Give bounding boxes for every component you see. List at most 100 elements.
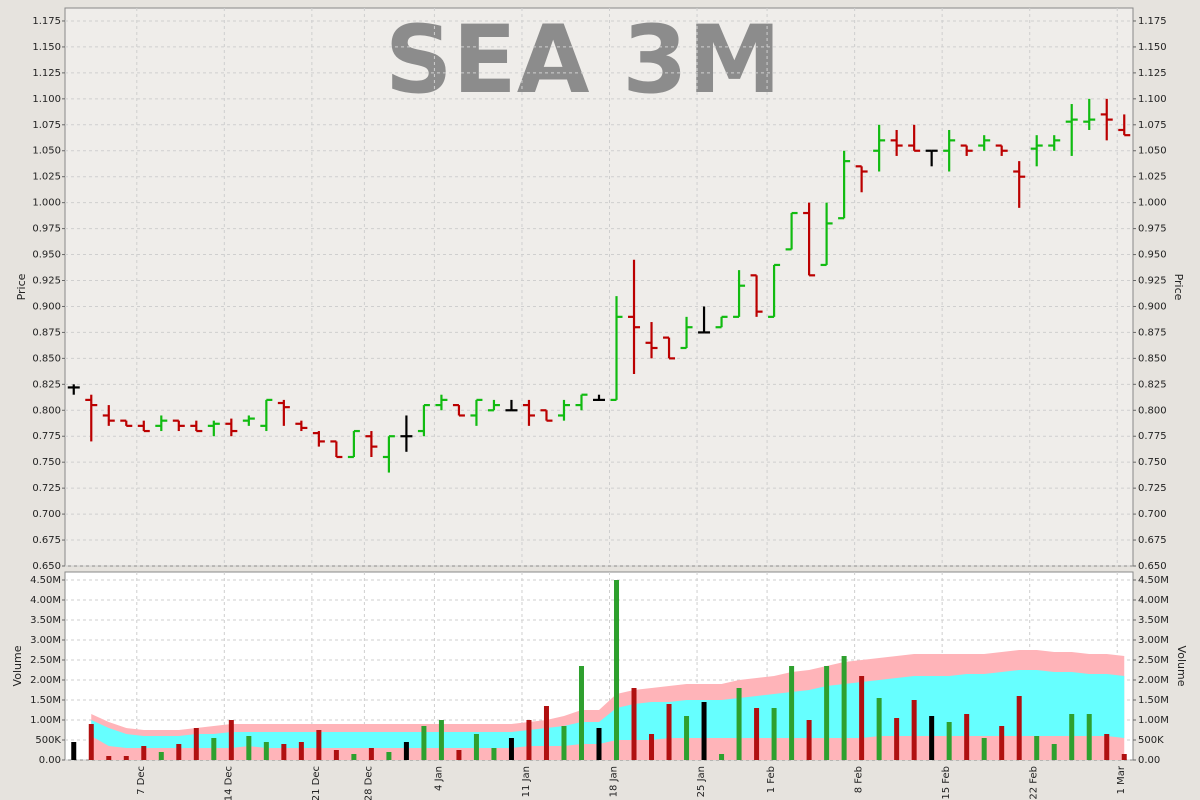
volume-bar xyxy=(981,738,987,760)
price-panel xyxy=(64,7,1134,567)
volume-bar xyxy=(596,728,602,760)
y-tick-label: 1.000 xyxy=(1138,198,1167,209)
volume-bar xyxy=(806,720,812,760)
volume-bar xyxy=(491,748,497,760)
volume-bar xyxy=(473,734,479,760)
y-tick-label: 1.075 xyxy=(32,120,61,131)
x-tick-label: 7 Dec xyxy=(136,766,147,795)
y-tick-label: 1.075 xyxy=(1138,120,1167,131)
y-tick-label: 4.00M xyxy=(30,595,61,606)
y-tick-label: 0.800 xyxy=(32,405,61,416)
volume-bar xyxy=(123,756,129,760)
y-tick-label: 0.900 xyxy=(32,301,61,312)
volume-bar xyxy=(456,750,462,760)
x-tick-label: 11 Jan xyxy=(521,766,532,797)
volume-bar xyxy=(1016,696,1022,760)
volume-bar xyxy=(508,738,514,760)
y-tick-label: 1.175 xyxy=(32,16,61,27)
volume-bar xyxy=(1104,734,1110,760)
volume-bar xyxy=(386,752,392,760)
x-tick-label: 22 Feb xyxy=(1029,766,1040,800)
y-tick-label: 0.975 xyxy=(32,224,61,235)
volume-bar xyxy=(1069,714,1075,760)
volume-bar xyxy=(754,708,760,760)
y-tick-label: 2.50M xyxy=(1138,655,1169,666)
y-tick-label: 1.50M xyxy=(30,695,61,706)
volume-bar xyxy=(876,698,882,760)
y-tick-label: 0.825 xyxy=(32,379,61,390)
y-tick-label: 0.800 xyxy=(1138,405,1167,416)
y-tick-label: 0.925 xyxy=(1138,276,1167,287)
volume-bar xyxy=(176,744,182,760)
y-axis-label: Volume xyxy=(1175,646,1188,687)
y-tick-label: 1.050 xyxy=(32,146,61,157)
volume-bar xyxy=(771,708,777,760)
y-tick-label: 0.950 xyxy=(32,250,61,261)
y-tick-label: 0.650 xyxy=(32,561,61,572)
y-tick-label: 500K xyxy=(35,735,61,746)
y-tick-label: 0.700 xyxy=(1138,509,1167,520)
x-tick-label: 18 Jan xyxy=(609,766,620,797)
y-tick-label: 0.675 xyxy=(1138,535,1167,546)
y-tick-label: 0.950 xyxy=(1138,250,1167,261)
volume-bar xyxy=(1086,714,1092,760)
volume-bar xyxy=(158,752,164,760)
volume-bar xyxy=(526,720,532,760)
y-axis-label: Price xyxy=(15,273,28,300)
y-tick-label: 3.50M xyxy=(30,615,61,626)
volume-bar xyxy=(666,704,672,760)
y-tick-label: 1.50M xyxy=(1138,695,1169,706)
volume-bar xyxy=(929,716,935,760)
y-tick-label: 1.025 xyxy=(1138,172,1167,183)
volume-bar xyxy=(649,734,655,760)
y-tick-label: 0.650 xyxy=(1138,561,1167,572)
y-tick-label: 4.50M xyxy=(1138,575,1169,586)
y-tick-label: 0.975 xyxy=(1138,224,1167,235)
y-tick-label: 2.50M xyxy=(30,655,61,666)
y-tick-label: 1.150 xyxy=(32,42,61,53)
y-tick-label: 1.150 xyxy=(1138,42,1167,53)
y-axis-label: Price xyxy=(1172,274,1185,301)
volume-bar xyxy=(578,666,584,760)
volume-bar xyxy=(911,700,917,760)
y-tick-label: 1.125 xyxy=(1138,68,1167,79)
y-tick-label: 1.050 xyxy=(1138,146,1167,157)
y-tick-label: 4.00M xyxy=(1138,595,1169,606)
volume-bar xyxy=(1034,736,1040,760)
y-tick-label: 0.850 xyxy=(32,353,61,364)
volume-bar xyxy=(298,742,304,760)
y-tick-label: 0.725 xyxy=(1138,483,1167,494)
chart-title: SEA 3M xyxy=(385,6,781,115)
y-tick-label: 0.775 xyxy=(32,431,61,442)
x-tick-label: 1 Feb xyxy=(766,766,777,793)
y-tick-label: 1.125 xyxy=(32,68,61,79)
y-tick-label: 0.925 xyxy=(32,276,61,287)
volume-bar xyxy=(701,702,707,760)
volume-bar xyxy=(281,744,287,760)
y-tick-label: 1.100 xyxy=(32,94,61,105)
y-tick-label: 3.00M xyxy=(30,635,61,646)
volume-bar xyxy=(438,720,444,760)
volume-bar xyxy=(246,736,252,760)
y-tick-label: 0.825 xyxy=(1138,379,1167,390)
y-tick-label: 0.725 xyxy=(32,483,61,494)
x-tick-label: 15 Feb xyxy=(941,766,952,800)
y-tick-label: 1.175 xyxy=(1138,16,1167,27)
volume-bar xyxy=(736,688,742,760)
volume-bar xyxy=(946,722,952,760)
volume-bar xyxy=(421,726,427,760)
volume-bar xyxy=(824,666,830,760)
y-tick-label: 500K xyxy=(1138,735,1164,746)
x-tick-label: 14 Dec xyxy=(223,766,234,800)
volume-bar xyxy=(631,688,637,760)
y-tick-label: 2.00M xyxy=(1138,675,1169,686)
y-tick-label: 4.50M xyxy=(30,575,61,586)
y-tick-label: 1.00M xyxy=(1138,715,1169,726)
y-tick-label: 0.775 xyxy=(1138,431,1167,442)
volume-bar xyxy=(316,730,322,760)
volume-bar xyxy=(368,748,374,760)
y-tick-label: 0.700 xyxy=(32,509,61,520)
volume-bar xyxy=(211,738,217,760)
y-tick-label: 0.875 xyxy=(32,327,61,338)
